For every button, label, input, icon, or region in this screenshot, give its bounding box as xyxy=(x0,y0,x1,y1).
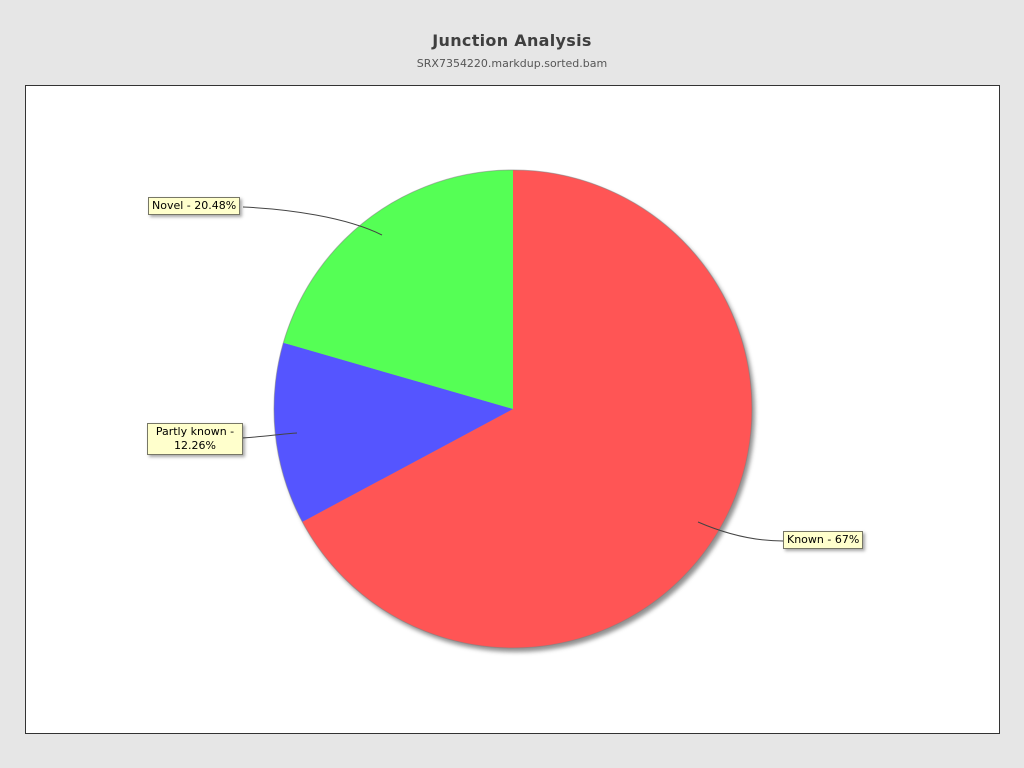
pie-label-novel: Novel - 20.48% xyxy=(148,197,241,215)
pie-slice-known xyxy=(302,170,753,648)
plot-area: Novel - 20.48% Partly known - 12.26% Kno… xyxy=(25,85,1000,734)
callout-line-known xyxy=(697,521,784,542)
pie-slice-partly-known xyxy=(273,342,513,522)
pie-svg xyxy=(240,169,784,652)
pie-wedges xyxy=(273,170,753,648)
pie-slice-novel xyxy=(283,170,513,409)
chart-subtitle: SRX7354220.markdup.sorted.bam xyxy=(416,57,608,70)
chart-title: Junction Analysis xyxy=(432,31,592,50)
pie-label-partly-known: Partly known - 12.26% xyxy=(147,423,243,455)
pie-label-known: Known - 67% xyxy=(783,531,864,549)
pie-outline xyxy=(273,169,753,649)
callout-line-novel xyxy=(242,206,383,236)
callout-line-partly-known xyxy=(240,432,298,439)
